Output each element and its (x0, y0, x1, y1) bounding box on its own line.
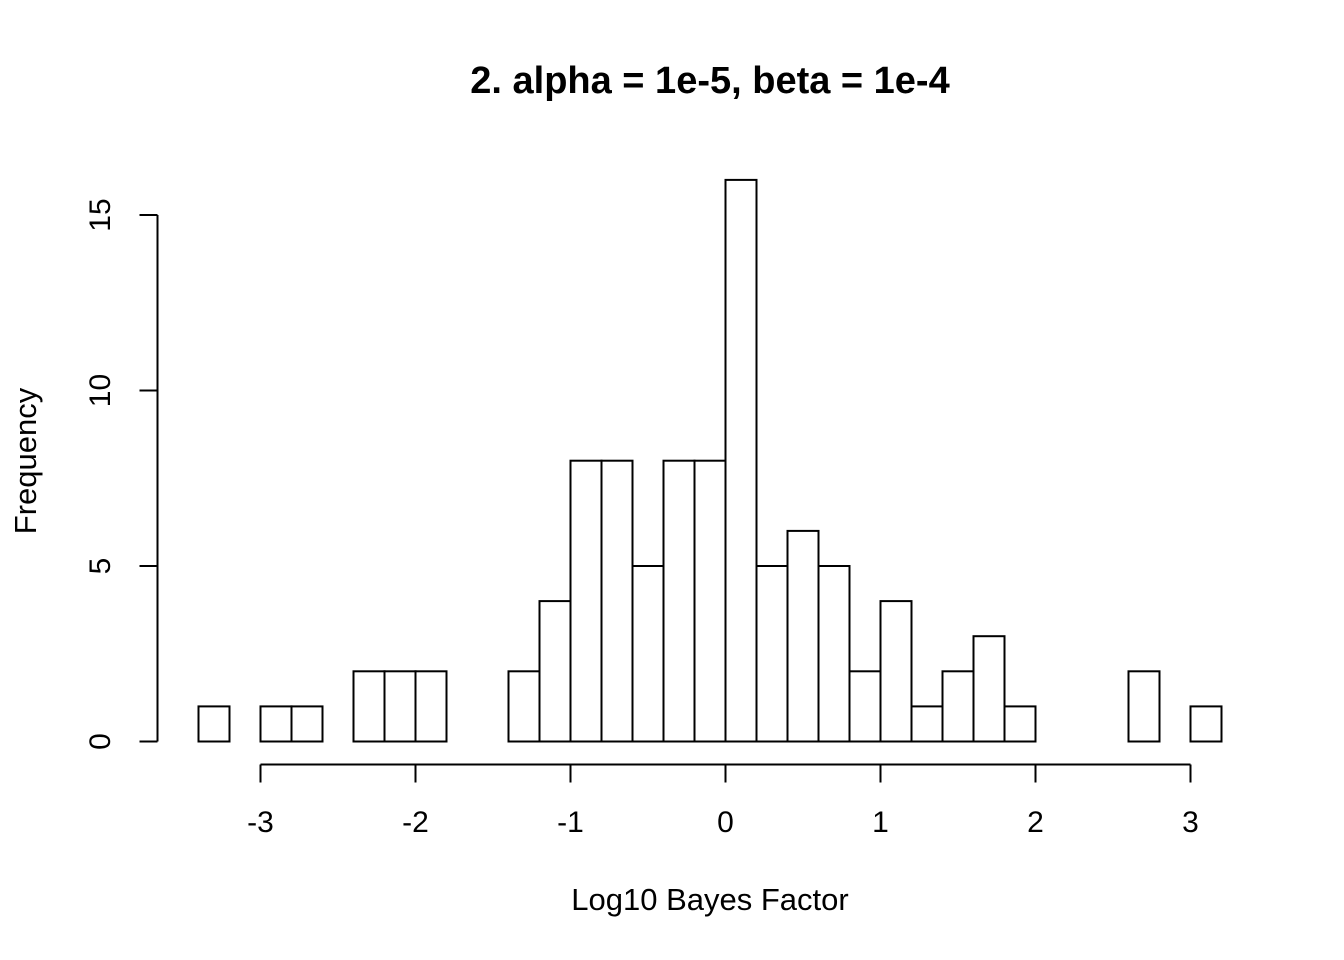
x-tick-label-5: 2 (1027, 806, 1044, 839)
histogram-bar-11 (538, 600, 572, 743)
y-tick-label-3: 15 (84, 198, 117, 231)
y-axis: 0 5 10 15 (84, 198, 159, 750)
histogram-bar-19 (786, 529, 820, 743)
bars-group (197, 178, 1223, 743)
histogram-bar-12 (569, 459, 603, 743)
histogram-bar-13 (600, 459, 634, 743)
histogram-bar-10 (507, 670, 541, 743)
histogram-bar-24 (941, 670, 975, 743)
histogram-bar-6 (383, 670, 417, 743)
histogram-bar-5 (352, 670, 386, 743)
x-tick-label-2: -1 (557, 806, 584, 839)
histogram-bar-0 (197, 705, 231, 743)
histogram-bar-14 (631, 565, 665, 743)
x-tick-label-6: 3 (1182, 806, 1199, 839)
x-tick-label-0: -3 (247, 806, 274, 839)
x-tick-label-1: -2 (402, 806, 429, 839)
y-tick-label-0: 0 (84, 733, 117, 750)
y-tick-label-1: 5 (84, 558, 117, 575)
y-tick-label-2: 10 (84, 374, 117, 407)
y-axis-title: Frequency (8, 387, 43, 534)
histogram-bar-23 (910, 705, 944, 743)
histogram-bar-18 (755, 565, 789, 743)
histogram-bar-20 (817, 565, 851, 743)
histogram-bar-15 (662, 459, 696, 743)
histogram-bar-7 (414, 670, 448, 743)
histogram-bar-25 (972, 635, 1006, 743)
x-tick-label-4: 1 (872, 806, 889, 839)
histogram-bar-3 (290, 705, 324, 743)
histogram-bar-17 (724, 178, 758, 743)
histogram-bar-32 (1189, 705, 1223, 743)
histogram-bar-26 (1003, 705, 1037, 743)
histogram-bar-21 (848, 670, 882, 743)
chart-title: 2. alpha = 1e-5, beta = 1e-4 (470, 60, 949, 102)
histogram-bar-2 (259, 705, 293, 743)
histogram-bar-30 (1127, 670, 1161, 743)
x-tick-label-3: 0 (717, 806, 734, 839)
x-axis: -3 -2 -1 0 1 2 3 (247, 763, 1199, 839)
histogram-bar-22 (879, 600, 913, 743)
histogram-bar-16 (693, 459, 727, 743)
x-axis-title: Log10 Bayes Factor (571, 882, 848, 917)
